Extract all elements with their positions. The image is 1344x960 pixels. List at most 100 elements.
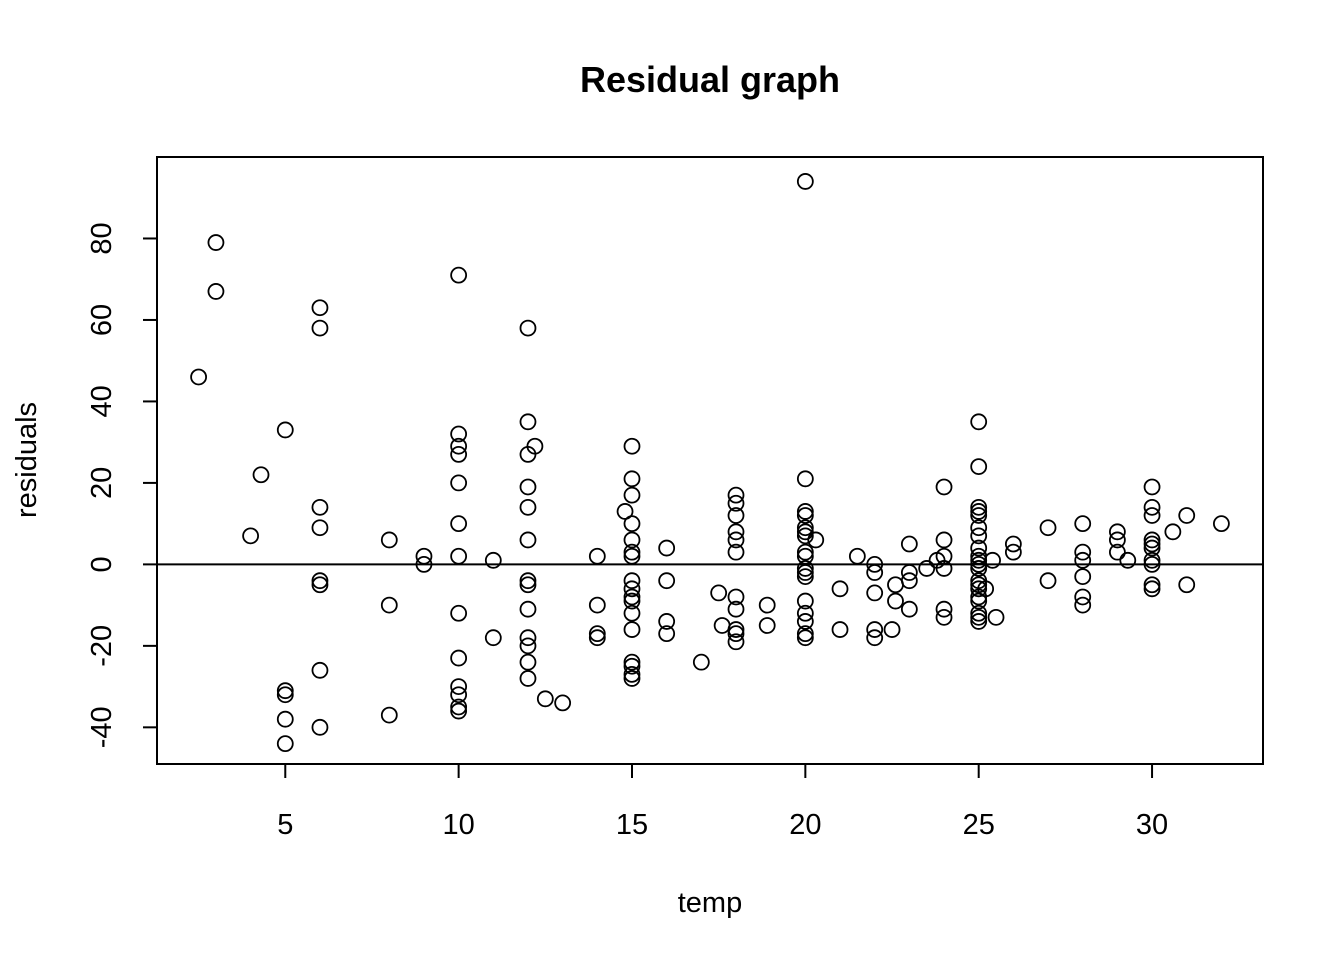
data-point bbox=[866, 629, 884, 647]
data-point bbox=[242, 527, 260, 545]
chart-title: Residual graph bbox=[580, 59, 840, 100]
data-point bbox=[450, 547, 468, 565]
data-point bbox=[450, 266, 468, 284]
data-point bbox=[796, 547, 814, 565]
data-point bbox=[935, 531, 953, 549]
data-point bbox=[727, 494, 745, 512]
data-point bbox=[519, 572, 537, 590]
x-tick-label: 30 bbox=[1136, 809, 1168, 841]
data-point bbox=[450, 445, 468, 463]
data-point bbox=[519, 637, 537, 655]
y-axis: -40 -20 0 20 40 60 80 bbox=[86, 222, 157, 748]
data-point bbox=[970, 539, 988, 557]
data-point bbox=[190, 368, 208, 386]
data-point bbox=[970, 458, 988, 476]
data-point bbox=[807, 531, 825, 549]
data-point bbox=[536, 690, 554, 708]
data-point bbox=[796, 173, 814, 190]
data-point bbox=[658, 613, 676, 630]
data-point bbox=[1212, 515, 1230, 533]
y-tick-label: 60 bbox=[86, 304, 118, 336]
data-point bbox=[918, 560, 936, 577]
data-point bbox=[796, 592, 814, 610]
data-point bbox=[623, 588, 641, 606]
y-tick-label: 40 bbox=[86, 385, 118, 417]
data-point bbox=[900, 564, 918, 581]
data-point bbox=[1108, 523, 1126, 541]
data-point bbox=[970, 560, 988, 577]
data-point bbox=[623, 621, 641, 638]
data-point bbox=[1143, 498, 1161, 516]
data-point bbox=[887, 576, 904, 594]
data-point bbox=[519, 531, 537, 549]
data-point bbox=[519, 670, 537, 687]
data-point bbox=[727, 507, 745, 524]
data-point bbox=[970, 580, 988, 598]
data-point bbox=[311, 319, 329, 337]
data-point bbox=[526, 437, 544, 455]
data-point bbox=[588, 625, 606, 643]
data-point bbox=[519, 653, 537, 671]
data-point bbox=[935, 600, 953, 618]
data-point bbox=[935, 547, 953, 565]
x-tick-label: 25 bbox=[963, 809, 995, 841]
data-point bbox=[311, 718, 329, 736]
data-point bbox=[727, 625, 745, 643]
data-point bbox=[276, 686, 294, 704]
scatter-points bbox=[190, 173, 1230, 753]
x-tick-label: 20 bbox=[789, 809, 821, 841]
data-point bbox=[866, 564, 884, 581]
data-point bbox=[970, 527, 988, 545]
data-point bbox=[1143, 555, 1161, 573]
data-point bbox=[887, 592, 904, 610]
data-point bbox=[450, 515, 468, 533]
data-point bbox=[450, 437, 468, 455]
data-point bbox=[380, 596, 398, 614]
y-axis-label: residuals bbox=[11, 402, 43, 518]
data-point bbox=[623, 437, 641, 455]
data-point bbox=[831, 580, 849, 598]
data-point bbox=[900, 535, 918, 553]
data-point bbox=[710, 584, 728, 602]
data-point bbox=[1108, 543, 1126, 561]
x-axis-label: temp bbox=[678, 887, 742, 919]
data-point bbox=[1074, 568, 1092, 586]
data-point bbox=[883, 621, 901, 638]
data-point bbox=[1143, 531, 1161, 549]
data-point bbox=[970, 503, 988, 520]
data-point bbox=[727, 531, 745, 549]
data-point bbox=[1143, 580, 1161, 598]
data-point bbox=[450, 702, 468, 720]
data-point bbox=[1143, 551, 1161, 569]
data-point bbox=[1039, 519, 1057, 537]
data-point bbox=[1074, 551, 1092, 569]
data-point bbox=[848, 547, 866, 565]
data-point bbox=[727, 621, 745, 638]
data-point bbox=[1074, 543, 1092, 561]
x-tick-label: 5 bbox=[277, 809, 293, 841]
y-tick-label: -40 bbox=[86, 706, 118, 748]
data-point bbox=[623, 486, 641, 504]
data-point bbox=[796, 519, 814, 537]
data-point bbox=[484, 629, 502, 647]
data-point bbox=[658, 539, 676, 557]
data-point bbox=[970, 413, 988, 431]
y-tick-label: 0 bbox=[86, 556, 118, 572]
data-point bbox=[796, 568, 814, 586]
data-point bbox=[692, 653, 710, 671]
x-tick-label: 10 bbox=[443, 809, 475, 841]
data-point bbox=[900, 600, 918, 618]
plot-frame bbox=[156, 156, 1264, 765]
data-point bbox=[727, 543, 745, 561]
data-point bbox=[970, 507, 988, 524]
data-point bbox=[758, 617, 776, 634]
x-axis: 5 10 15 20 25 30 bbox=[277, 764, 1168, 841]
data-point bbox=[311, 519, 329, 537]
data-point bbox=[519, 478, 537, 496]
data-point bbox=[519, 629, 537, 647]
data-point bbox=[796, 543, 814, 561]
data-point bbox=[1143, 576, 1161, 594]
y-tick-label: 80 bbox=[86, 222, 118, 254]
data-point bbox=[1004, 535, 1022, 553]
data-point bbox=[796, 604, 814, 622]
